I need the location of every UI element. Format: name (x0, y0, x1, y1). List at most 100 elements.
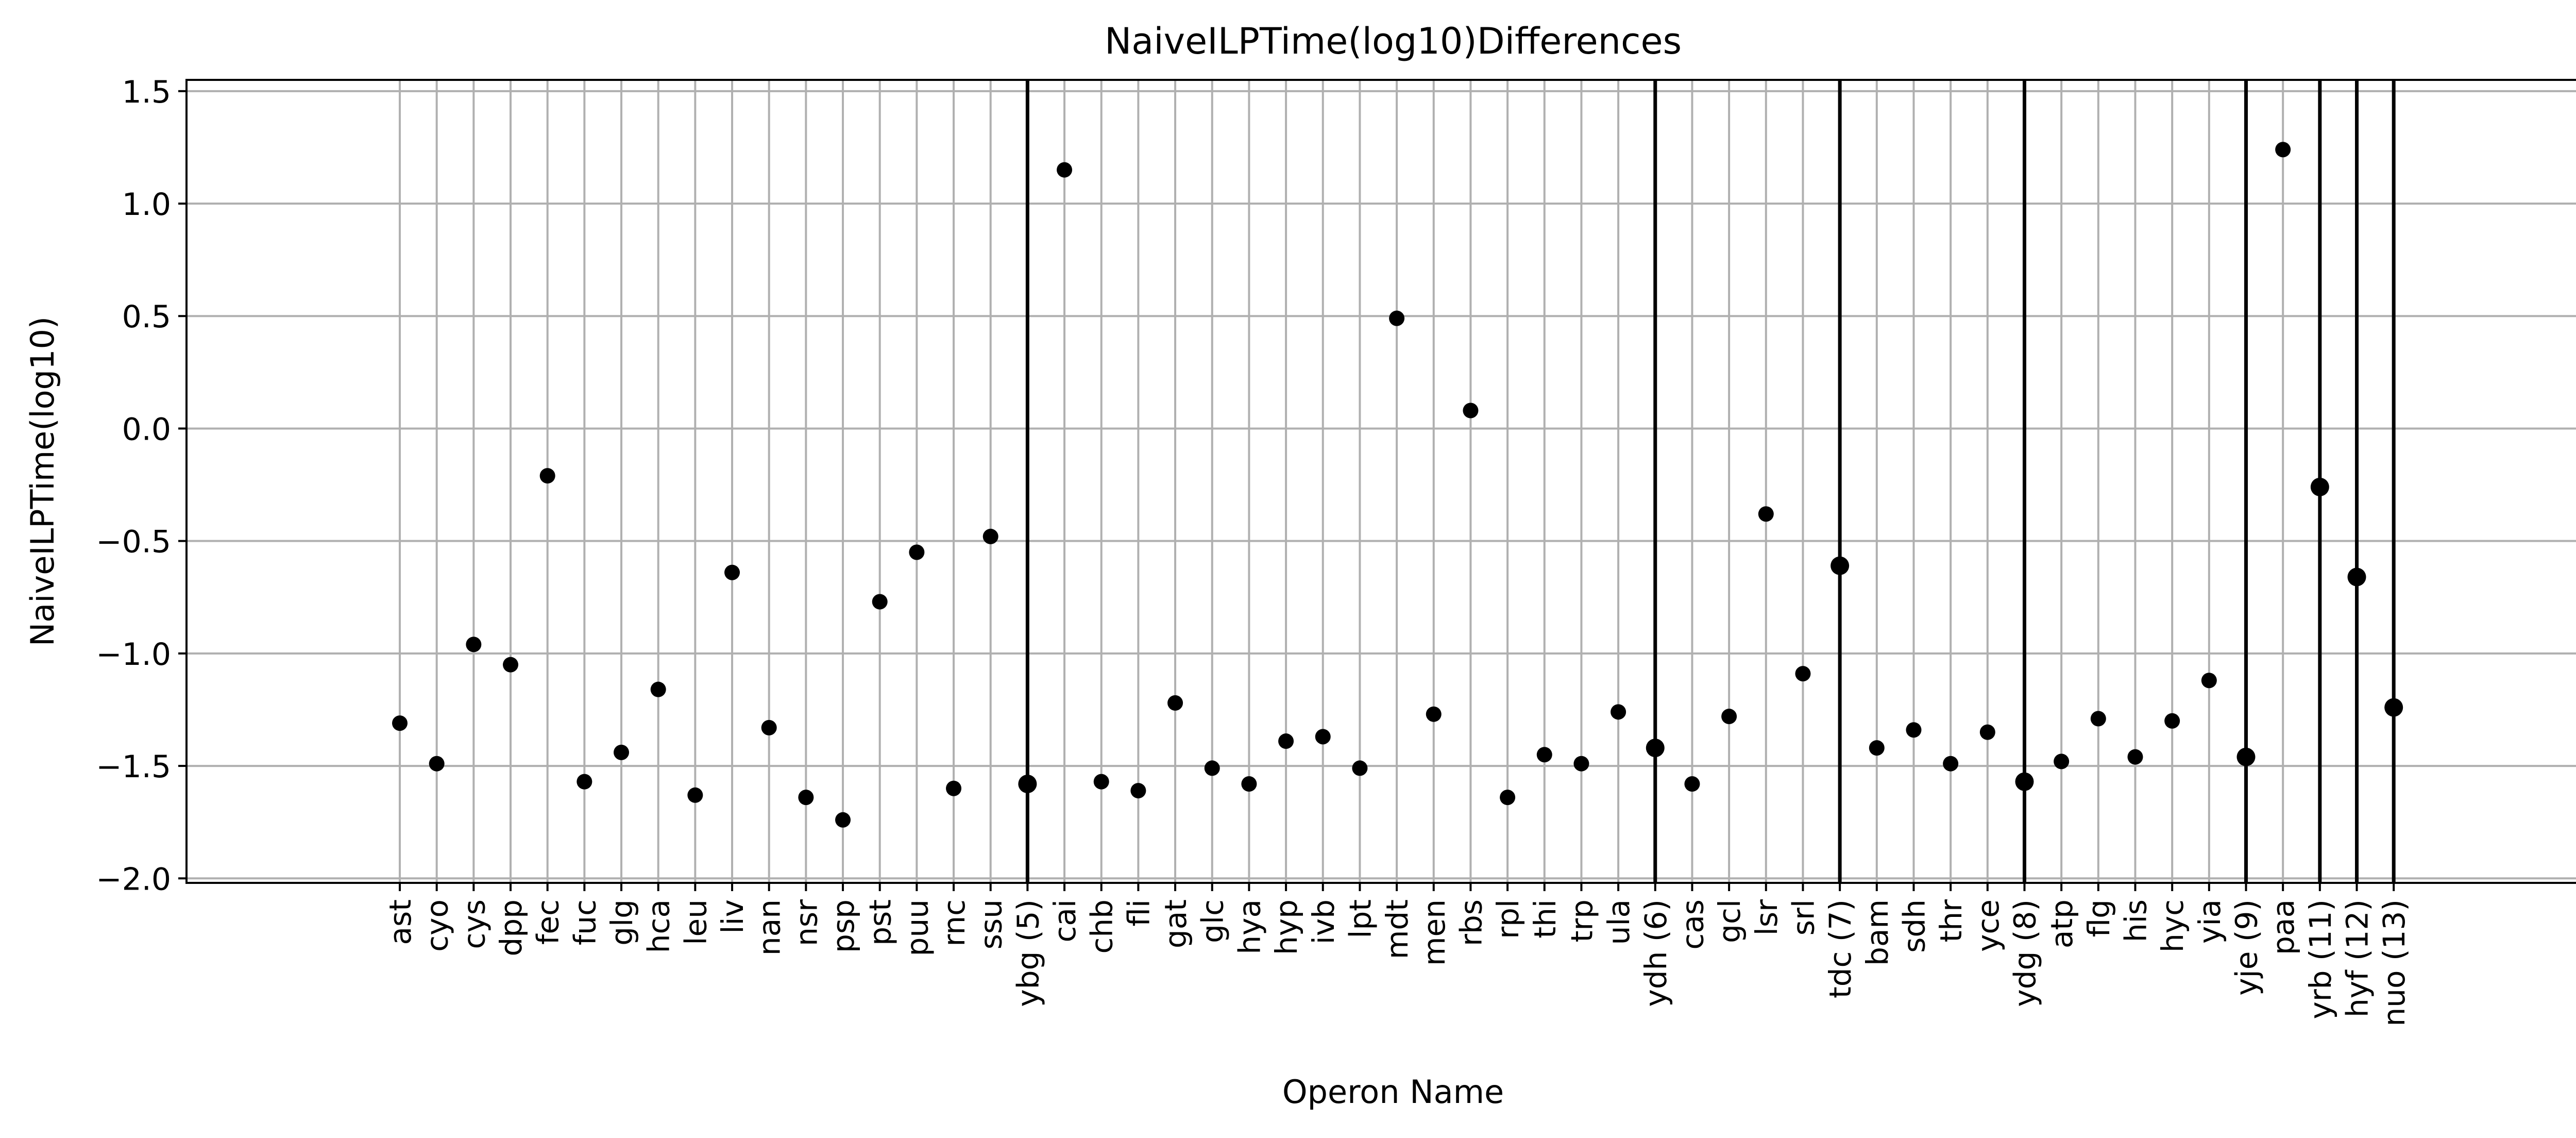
y-axis-label: NaiveILPTime(log10) (24, 316, 61, 646)
data-point (1352, 760, 1368, 776)
y-tick-label: −2.0 (96, 861, 171, 897)
data-point (1315, 729, 1331, 745)
y-tick-label: 0.0 (122, 411, 171, 447)
data-point (946, 780, 962, 796)
x-tick-label: yia (2192, 899, 2227, 944)
x-tick-label: sdh (1896, 899, 1931, 953)
data-point (1573, 756, 1589, 772)
x-tick-label: yce (1971, 899, 2006, 952)
y-tick-label: 1.0 (122, 187, 171, 223)
data-point (835, 812, 851, 828)
data-point (1795, 666, 1811, 682)
data-point (1906, 722, 1922, 738)
x-tick-label: hca (641, 899, 676, 953)
data-point (2054, 754, 2070, 769)
x-tick-label: chb (1084, 899, 1120, 953)
y-tick-label: 1.5 (122, 74, 171, 110)
data-point (1869, 740, 1885, 756)
x-tick-label: ast (383, 899, 418, 945)
data-point (1943, 756, 1959, 772)
y-tick-label: −1.0 (96, 637, 171, 673)
x-tick-label: fli (1121, 899, 1156, 927)
data-point (2201, 673, 2217, 689)
chart-title: NaiveILPTime(log10)Differences (1105, 20, 1682, 62)
x-axis-label: Operon Name (1282, 1073, 1504, 1111)
x-tick-label: hyf (12) (2340, 899, 2375, 1017)
x-tick-label: nuo (13) (2377, 899, 2412, 1027)
x-tick-label: fuc (567, 899, 602, 945)
x-tick-label: cas (1675, 899, 1710, 950)
data-point (761, 719, 777, 735)
data-point (1130, 783, 1146, 799)
x-tick-label: ssu (974, 899, 1009, 949)
x-tick-label: gcl (1712, 899, 1747, 943)
x-tick-label: men (1417, 899, 1452, 966)
x-tick-label: hyp (1269, 899, 1304, 955)
x-tick-label: cai (1047, 899, 1082, 943)
x-tick-label: ula (1601, 899, 1636, 945)
data-point (1241, 776, 1257, 792)
x-tick-label: ydg (8) (2007, 899, 2042, 1007)
x-tick-label: liv (715, 899, 750, 934)
data-point (1979, 724, 1995, 740)
data-point (1721, 709, 1737, 725)
x-tick-label: cyo (420, 899, 455, 952)
data-point (614, 744, 630, 760)
x-tick-label: fec (531, 899, 566, 945)
data-point (1426, 706, 1442, 722)
data-point (2236, 747, 2256, 766)
x-tick-label: psp (826, 899, 861, 953)
x-tick-label: thi (1528, 899, 1563, 939)
x-tick-label: thr (1934, 899, 1969, 943)
x-tick-label: ydh (6) (1638, 899, 1673, 1007)
data-point (1204, 760, 1220, 776)
data-point (577, 774, 592, 790)
data-point (2164, 713, 2180, 729)
x-tick-label: mdt (1380, 899, 1415, 959)
data-point (2127, 749, 2143, 765)
x-tick-label: hyc (2155, 899, 2190, 952)
data-point (909, 544, 925, 560)
data-point (1536, 747, 1552, 763)
data-point (1684, 776, 1700, 792)
data-point (798, 790, 814, 806)
x-tick-label: flg (2081, 899, 2116, 937)
data-point (1463, 403, 1479, 419)
data-point (2275, 142, 2291, 158)
data-point (1167, 695, 1183, 711)
x-tick-label: paa (2266, 899, 2301, 955)
data-point (1278, 733, 1294, 749)
x-tick-label: srl (1786, 899, 1821, 935)
x-tick-label: lsr (1749, 899, 1784, 935)
x-tick-label: cys (456, 899, 492, 949)
data-point (1831, 556, 1850, 575)
data-point (466, 637, 482, 652)
data-point (872, 594, 888, 610)
x-tick-label: leu (678, 899, 713, 945)
x-tick-label: nsr (789, 899, 824, 946)
data-point (1646, 739, 1665, 758)
x-tick-label: ivb (1306, 899, 1341, 944)
x-tick-label: his (2118, 899, 2153, 942)
x-tick-label: bam (1860, 899, 1895, 966)
x-tick-label: puu (900, 899, 935, 956)
data-point (1057, 162, 1073, 178)
x-tick-label: yje (9) (2229, 899, 2264, 996)
x-tick-label: ybg (5) (1010, 899, 1045, 1007)
x-tick-label: lpt (1343, 899, 1378, 939)
x-tick-label: dpp (494, 899, 529, 956)
data-point (650, 681, 666, 697)
x-tick-label: glg (604, 899, 639, 946)
data-point (1758, 506, 1774, 522)
y-tick-label: −0.5 (96, 524, 171, 560)
x-tick-label: trp (1564, 899, 1599, 942)
x-tick-label: rnc (937, 899, 972, 946)
y-tick-label: −1.5 (96, 749, 171, 785)
data-point (2347, 567, 2366, 587)
x-tick-label: hya (1232, 899, 1267, 955)
x-tick-label: rpl (1490, 899, 1526, 939)
data-point (2384, 698, 2403, 717)
x-tick-label: tdc (7) (1823, 899, 1858, 998)
data-point (429, 756, 445, 772)
